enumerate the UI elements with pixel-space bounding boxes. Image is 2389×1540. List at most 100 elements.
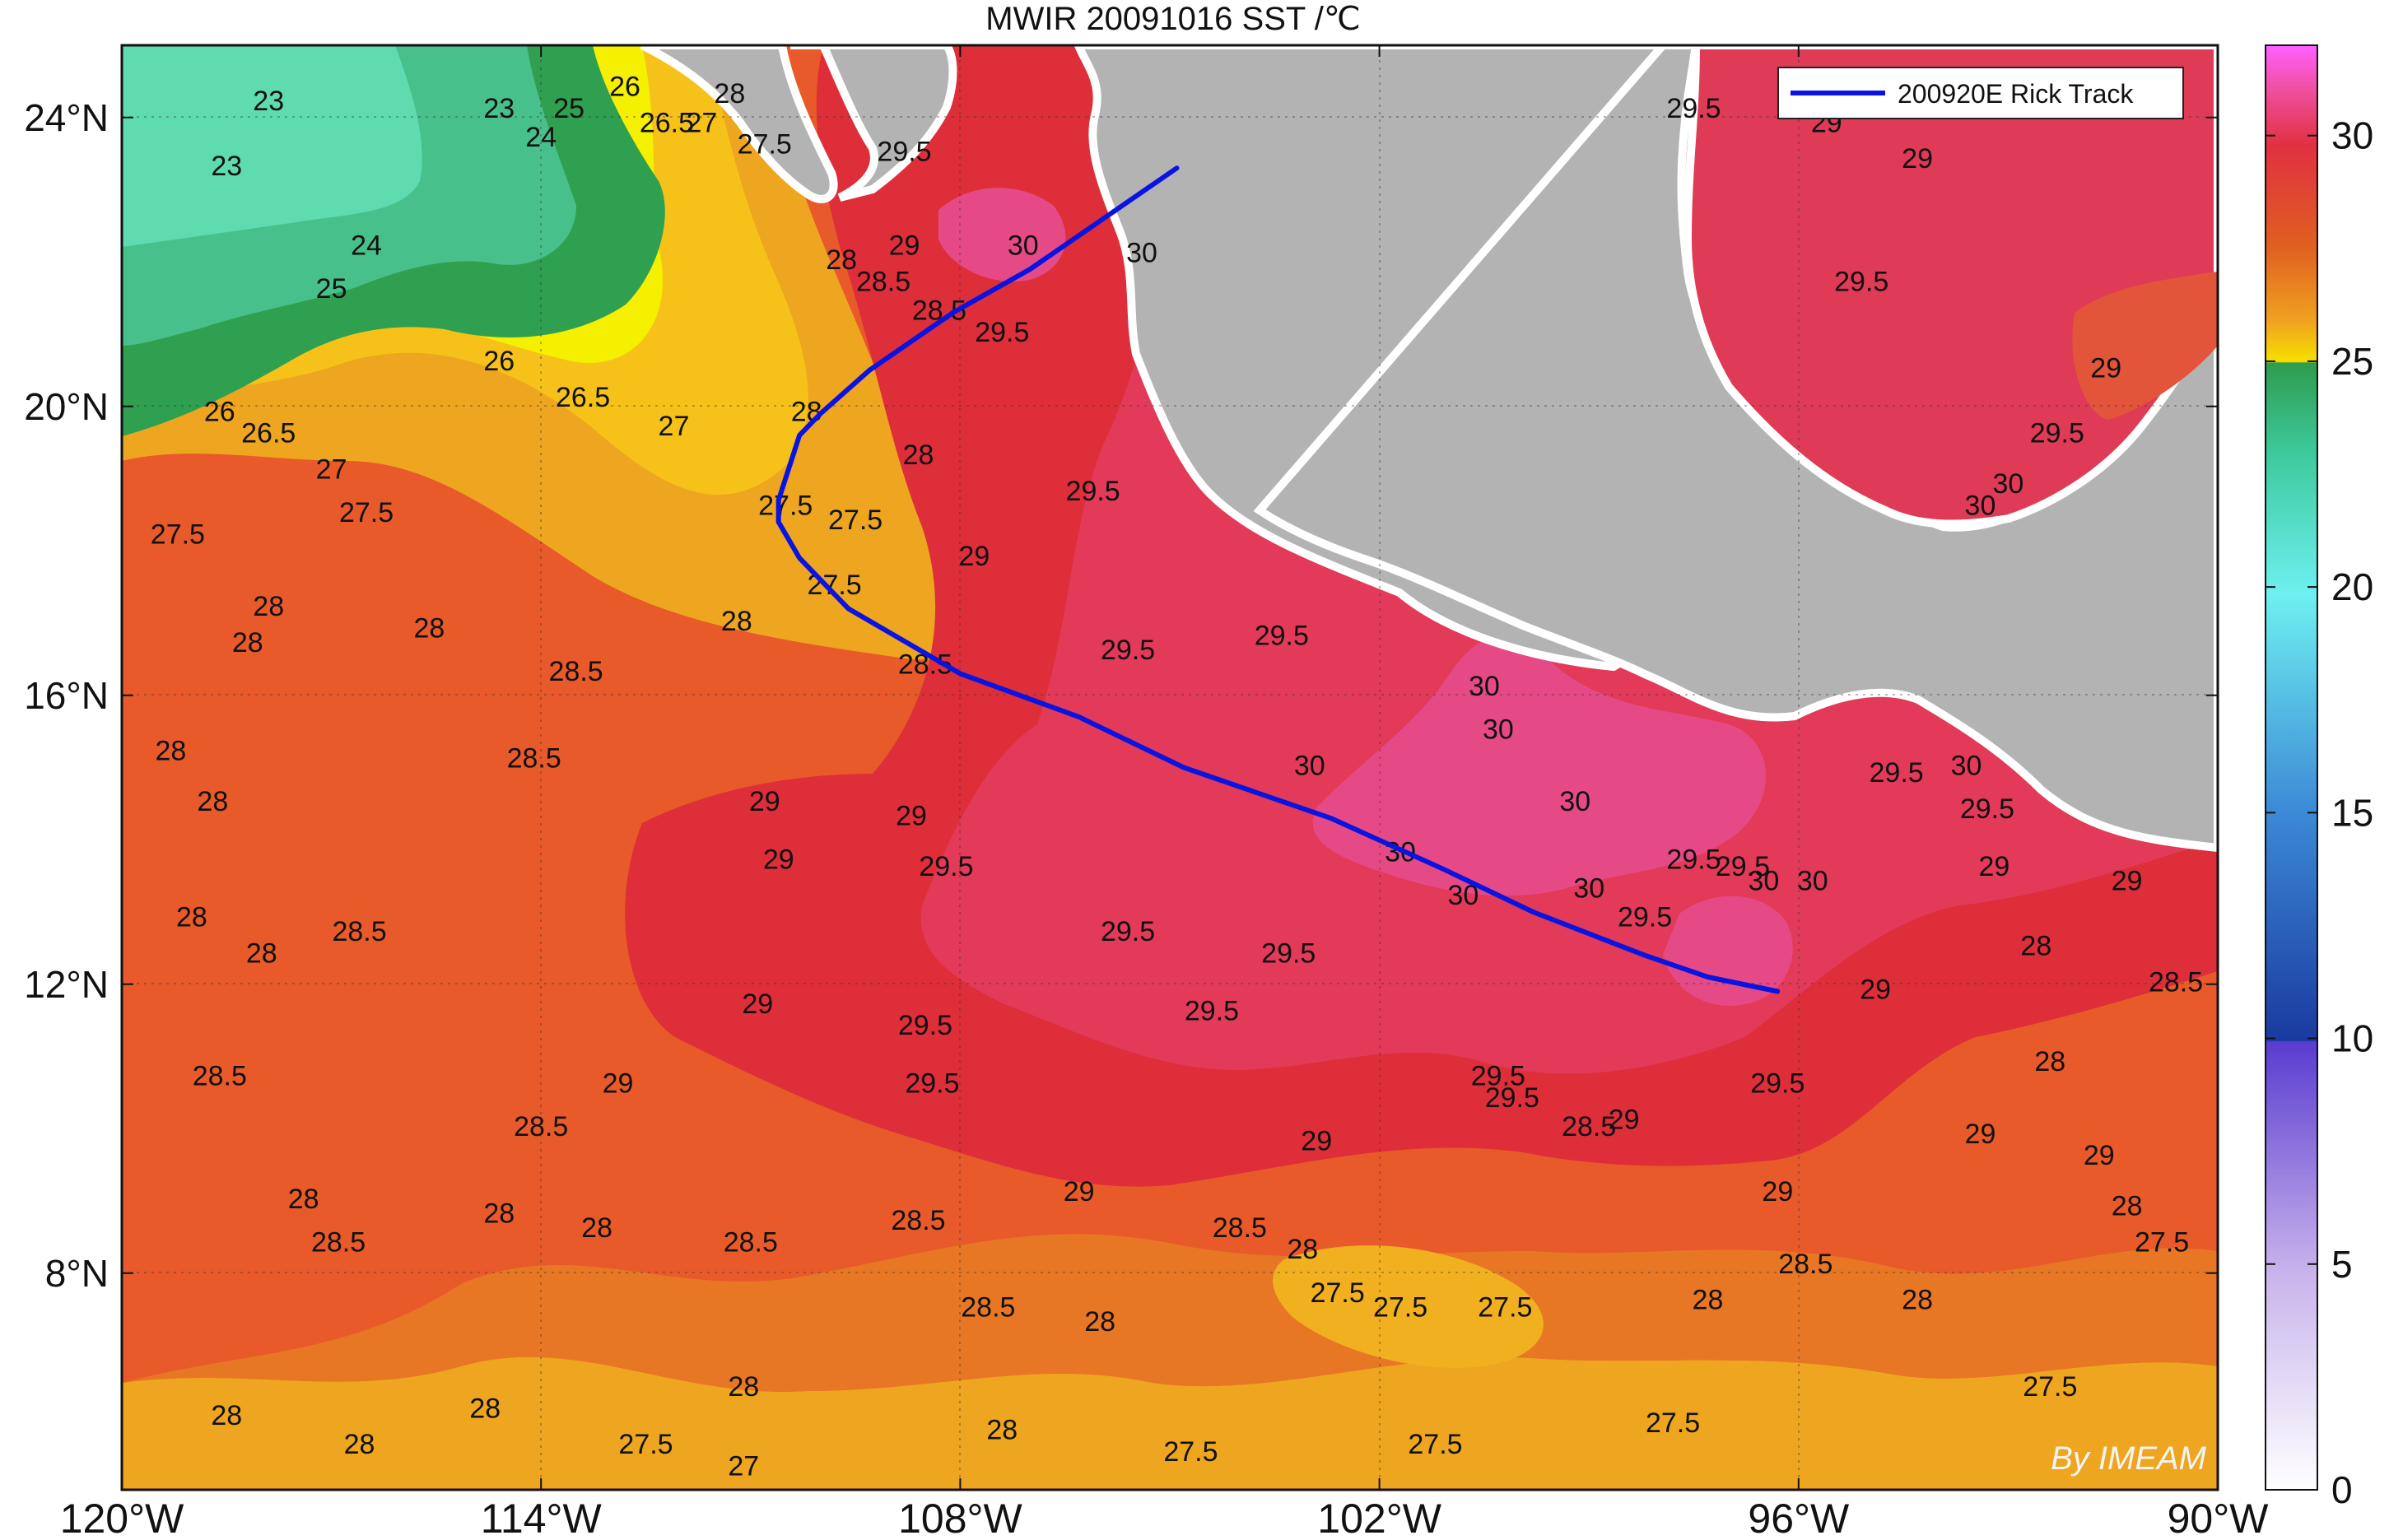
contour-label: 29.5 — [919, 851, 973, 882]
contour-label: 25 — [553, 93, 584, 124]
contour-label: 23 — [211, 151, 242, 182]
colorbar-tick-label: 10 — [2331, 1017, 2373, 1060]
contour-label: 27 — [728, 1450, 759, 1482]
watermark-text: By IMEAM — [2051, 1440, 2207, 1477]
contour-label: 27.5 — [1311, 1277, 1365, 1309]
contour-label: 30 — [1126, 237, 1157, 268]
lon-tick-label: 96°W — [1748, 1496, 1850, 1540]
contour-label: 29.5 — [1716, 851, 1770, 882]
contour-label: 30 — [1951, 750, 1982, 781]
contour-label: 26 — [204, 396, 235, 427]
contour-label: 27.5 — [738, 129, 792, 161]
contour-label: 30 — [1573, 872, 1604, 904]
colorbar-tick-label: 25 — [2331, 340, 2373, 383]
lat-tick-label: 24°N — [24, 96, 109, 139]
contour-label: 29 — [958, 541, 990, 572]
colorbar-tick-label: 30 — [2331, 114, 2373, 157]
colorbar-tick-label: 15 — [2331, 791, 2373, 834]
contour-label: 27.5 — [151, 519, 205, 550]
contour-label: 28 — [721, 606, 752, 637]
figure-title: MWIR 20091016 SST /℃ — [985, 1, 1361, 37]
map-panel: 232323242524252626.52727.5282828.52929.5… — [122, 45, 2218, 1490]
contour-label: 28 — [1902, 1285, 1933, 1316]
sst-zone-27-5-south — [122, 1356, 2218, 1490]
graticule — [122, 45, 2218, 1490]
contour-label: 28 — [791, 396, 822, 427]
contour-label: 28 — [728, 1371, 759, 1403]
contour-labels: 232323242524252626.52727.5282828.52929.5… — [151, 71, 2203, 1482]
contour-label: 29.5 — [1066, 476, 1120, 507]
contour-label: 27.5 — [1646, 1407, 1700, 1439]
contour-label: 29.5 — [877, 136, 931, 167]
contour-label: 29 — [2112, 866, 2143, 897]
contour-label: 29.5 — [1261, 937, 1316, 969]
contour-label: 26.5 — [241, 418, 296, 449]
contour-label: 28.5 — [724, 1226, 778, 1258]
sst-zone-30 — [1312, 635, 1766, 896]
contour-label: 28 — [413, 613, 445, 644]
contour-label: 28 — [581, 1212, 612, 1244]
contour-label: 24 — [351, 230, 382, 261]
contour-label: 28 — [2034, 1046, 2065, 1077]
land-baja-tip — [640, 45, 838, 203]
contour-label: 27.5 — [1163, 1436, 1218, 1468]
contour-label: 29 — [749, 786, 780, 817]
contour-label: 28.5 — [311, 1226, 366, 1258]
contour-label: 29.5 — [1666, 93, 1721, 124]
contour-label: 30 — [1483, 714, 1514, 745]
contour-label: 29 — [2090, 353, 2121, 384]
contour-label: 28 — [197, 786, 228, 817]
lon-tick-label: 114°W — [481, 1496, 603, 1540]
contour-label: 28 — [1084, 1306, 1115, 1338]
contour-label: 29.5 — [1618, 902, 1672, 933]
contour-label: 29 — [1762, 1176, 1793, 1207]
contour-label: 29 — [1064, 1176, 1095, 1207]
contour-label: 28 — [1693, 1285, 1724, 1316]
contour-label: 27 — [316, 454, 347, 486]
contour-label: 29.5 — [1870, 757, 1924, 789]
contour-label: 23 — [253, 86, 284, 117]
colorbar-tick-label: 5 — [2331, 1243, 2353, 1286]
colorbar: 0 5 10 15 20 25 30 — [2265, 44, 2373, 1511]
contour-label: 28.5 — [332, 916, 386, 947]
contour-label: 28 — [344, 1429, 375, 1460]
colorbar-tick-label: 20 — [2331, 565, 2373, 608]
contour-label: 28 — [986, 1415, 1018, 1446]
contour-label: 28.5 — [891, 1205, 945, 1236]
contour-label: 30 — [1797, 866, 1828, 897]
contour-label: 28 — [469, 1393, 501, 1424]
hurricane-track-line — [775, 165, 1781, 994]
sst-zone-30-b — [938, 188, 1066, 281]
contour-label: 29 — [1965, 1119, 1996, 1150]
contour-label: 30 — [1748, 866, 1779, 897]
contour-label: 29 — [1609, 1104, 1640, 1135]
contour-label: 29.5 — [1471, 1061, 1525, 1092]
contour-label: 29 — [1301, 1126, 1332, 1157]
contour-label: 28 — [246, 937, 277, 969]
gulf-patch-orange — [2072, 272, 2218, 420]
contour-label: 29.5 — [1960, 793, 2014, 825]
contour-label: 28.5 — [549, 656, 603, 687]
contour-label: 29.5 — [1101, 916, 1155, 947]
contour-label: 29.5 — [975, 317, 1029, 348]
contour-label: 28.5 — [507, 743, 561, 775]
contour-label: 29.5 — [1101, 635, 1155, 666]
lon-tick-label: 120°W — [60, 1496, 184, 1540]
contour-label: 28 — [714, 78, 745, 109]
lon-tick-label: 108°W — [898, 1496, 1022, 1540]
contour-label: 28.5 — [856, 266, 910, 297]
contour-label: 29 — [1979, 851, 2010, 882]
contour-label: 26 — [609, 71, 640, 102]
contour-label: 30 — [1992, 468, 2023, 500]
contour-label: 28 — [232, 627, 263, 658]
map-frame — [120, 44, 2219, 1491]
contour-label: 28.5 — [1562, 1111, 1616, 1142]
contour-label: 29 — [1902, 143, 1933, 174]
sst-zone-28-south — [122, 1234, 2218, 1392]
contour-label: 27.5 — [828, 505, 882, 536]
contour-label: 30 — [1559, 786, 1590, 817]
contour-label: 29.5 — [1834, 266, 1888, 297]
contour-label: 29.5 — [898, 1010, 952, 1041]
contour-label: 27 — [686, 107, 717, 138]
contour-label: 29.5 — [1485, 1082, 1539, 1114]
